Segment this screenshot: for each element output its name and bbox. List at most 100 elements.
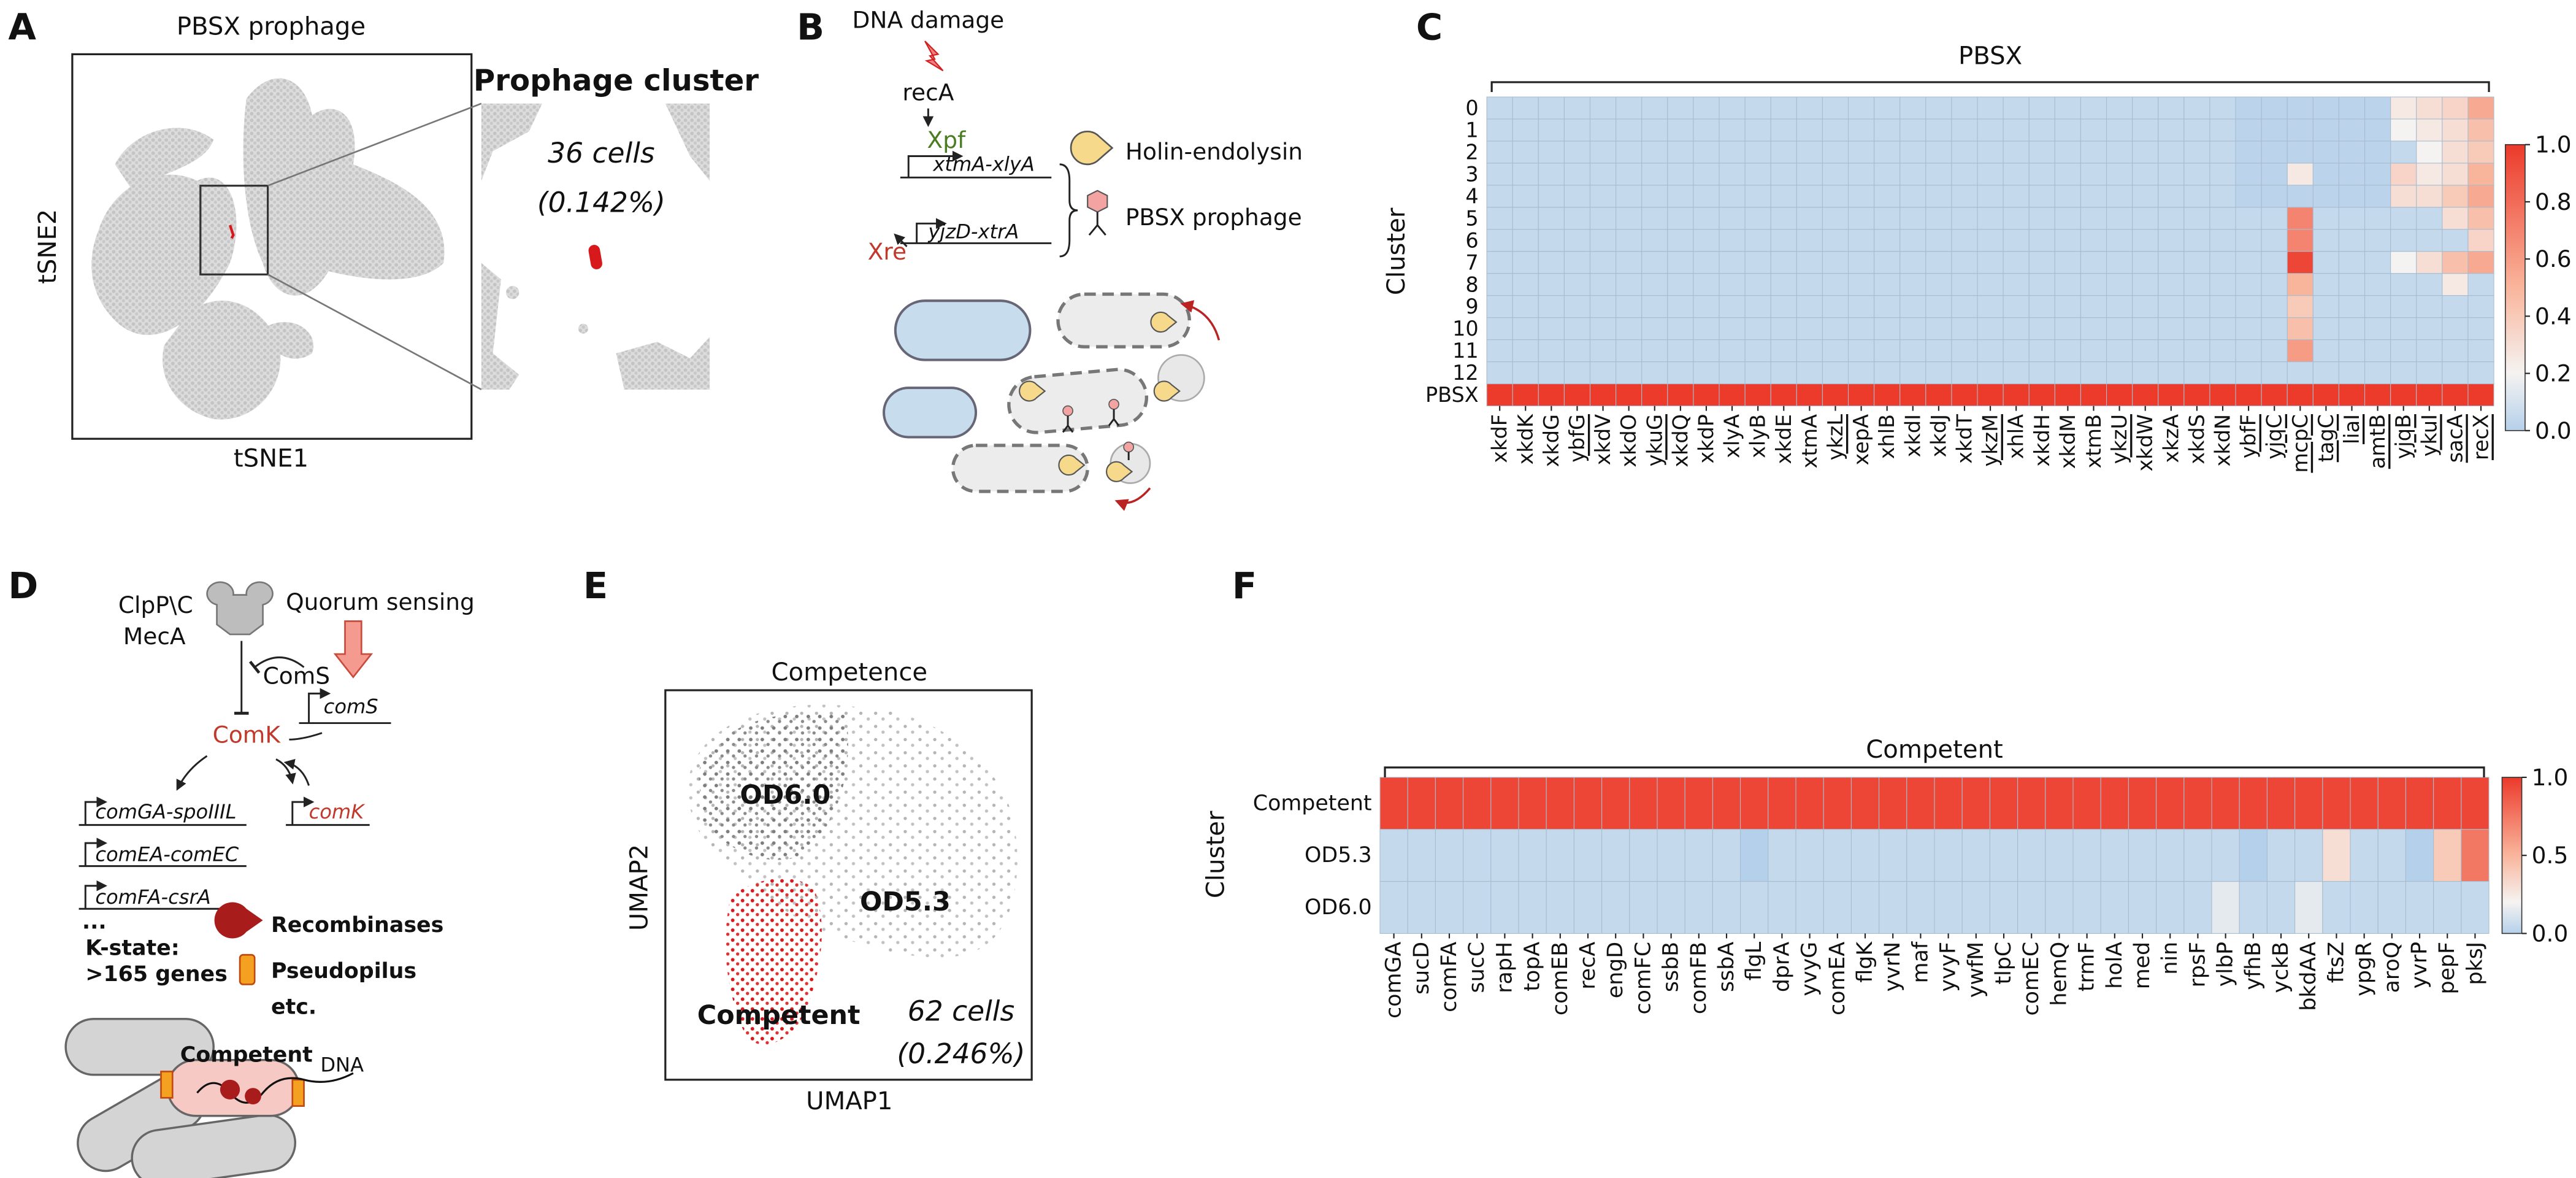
heatmap-cell	[2209, 163, 2236, 186]
inset-title: Prophage cluster	[473, 63, 759, 98]
heatmap-cell	[2364, 273, 2391, 296]
heatmap-cell	[2390, 295, 2417, 318]
signal-arrow	[333, 620, 374, 679]
heatmap-cell	[2132, 383, 2159, 407]
heatmap-cell	[2442, 141, 2469, 164]
column-label: recA	[1576, 942, 1600, 990]
activation	[176, 755, 208, 791]
heatmap-cell	[2287, 96, 2313, 120]
heatmap-cell	[1899, 207, 1926, 230]
colorbar-tick-label: 0.5	[2532, 842, 2569, 869]
heatmap-cell	[1684, 881, 1713, 934]
heatmap-cell	[2183, 361, 2210, 385]
heatmap-cell	[1657, 881, 1685, 934]
damage-bolt	[924, 40, 944, 72]
heatmap-cell	[1951, 163, 1978, 186]
heatmap-cell	[2312, 361, 2339, 385]
heatmap-cell	[1641, 273, 1668, 296]
heatmap-cell	[1951, 273, 1978, 296]
panel-a: PBSX prophage Prophage cluster 36 cells …	[34, 12, 759, 472]
heatmap-cell	[1719, 339, 1746, 363]
heatmap-cell	[1512, 295, 1539, 318]
heatmap-cell	[1538, 185, 1565, 208]
heatmap-cell	[1977, 383, 2004, 407]
heatmap-cell	[2132, 251, 2159, 274]
heatmap-cell	[1563, 251, 1591, 274]
heatmap-cell	[1770, 207, 1797, 230]
column-label: xkdS	[2185, 414, 2209, 464]
heatmap-cell	[1719, 229, 1746, 252]
heatmap-cell	[2338, 339, 2366, 363]
y-axis-label: UMAP2	[625, 844, 653, 931]
heatmap-cell	[2158, 339, 2185, 363]
row-label: 0	[1465, 96, 1478, 120]
heatmap-cell	[1490, 777, 1519, 830]
heatmap-cell	[1667, 383, 1694, 407]
heatmap-cell	[2106, 229, 2133, 252]
heatmap-cell	[1589, 273, 1617, 296]
column-label: hemQ	[2047, 942, 2071, 1006]
heatmap-cell	[2183, 251, 2210, 274]
heatmap-cell	[2261, 251, 2288, 274]
heatmap-cell	[1518, 881, 1547, 934]
column-label: xkdV	[1591, 414, 1615, 465]
heatmap-cell	[1874, 118, 1901, 142]
heatmap-cell	[2287, 207, 2313, 230]
promoter	[84, 837, 107, 866]
heatmap-cell	[1512, 141, 1539, 164]
heatmap-cell	[2416, 141, 2443, 164]
heatmap-cell	[1490, 881, 1519, 934]
heatmap-cell	[2028, 96, 2055, 120]
heatmap-cell	[1770, 317, 1797, 341]
column-label: xkdJ	[1926, 414, 1950, 457]
heatmap-cell	[2080, 317, 2107, 341]
sensor-label: recA	[902, 79, 954, 106]
heatmap-cell	[2045, 881, 2074, 934]
heatmap-cell	[1874, 185, 1901, 208]
heatmap-cell	[1407, 777, 1436, 830]
heatmap-cell	[1486, 295, 1513, 318]
heatmap-cell	[2287, 339, 2313, 363]
heatmap-cell	[2416, 383, 2443, 407]
heatmap-cell	[1616, 207, 1643, 230]
column-label: xlyA	[1720, 414, 1744, 458]
heatmap-cell	[2390, 229, 2417, 252]
heatmap-cell	[1744, 229, 1771, 252]
heatmap-cell	[1538, 339, 1565, 363]
heatmap-cell	[1795, 829, 1824, 882]
heatmap-cell	[1667, 141, 1694, 164]
heatmap-cell	[1693, 118, 1720, 142]
heatmap-cell	[1657, 777, 1685, 830]
column-label: yvyF	[1936, 942, 1961, 992]
column-label: xlyB	[1746, 414, 1770, 458]
heatmap-cell	[2054, 317, 2081, 341]
heatmap-cell	[2364, 96, 2391, 120]
heatmap-cell	[1925, 295, 1952, 318]
heatmap-cell	[1899, 383, 1926, 407]
heatmap-cell	[2467, 295, 2494, 318]
heatmap-cell	[1589, 383, 1617, 407]
inset-box	[199, 185, 269, 275]
heatmap-cell	[2132, 339, 2159, 363]
heatmap-cell	[2261, 383, 2288, 407]
heatmap-cell	[1512, 118, 1539, 142]
heatmap-cell	[1874, 96, 1901, 120]
heatmap-cell	[1463, 777, 1492, 830]
heatmap-cell	[1796, 295, 1823, 318]
holin-icon	[1070, 130, 1114, 166]
heatmap-cell	[2106, 295, 2133, 318]
y-axis-label: Cluster	[1202, 810, 1230, 898]
heatmap-cell	[2416, 163, 2443, 186]
heatmap-cell	[1641, 229, 1668, 252]
heatmap-cell	[2261, 273, 2288, 296]
heatmap-cell	[2072, 881, 2101, 934]
heatmap-cell	[1563, 229, 1591, 252]
heatmap-cell	[1740, 777, 1769, 830]
heatmap-cell	[1512, 207, 1539, 230]
column-label: bkdAA	[2296, 942, 2321, 1011]
heatmap-cell	[1512, 251, 1539, 274]
heatmap-cell	[2364, 229, 2391, 252]
column-label: xhlA	[2004, 414, 2028, 459]
heatmap-cell	[2158, 185, 2185, 208]
heatmap-cell	[2054, 141, 2081, 164]
